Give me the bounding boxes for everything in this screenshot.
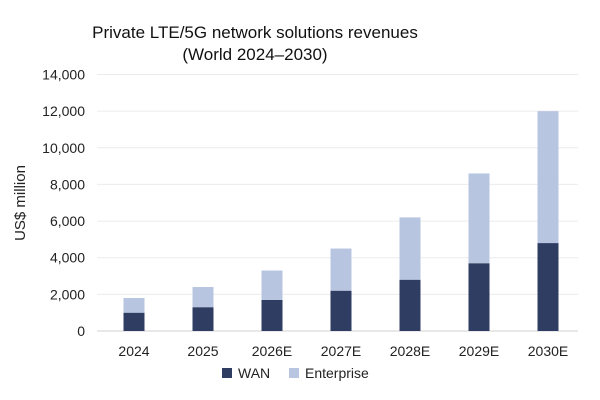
y-tick-label: 8,000 [50, 176, 85, 192]
legend-label-enterprise: Enterprise [305, 365, 369, 381]
x-tick-label: 2028E [390, 343, 430, 359]
bar-wan-2024 [123, 312, 145, 331]
y-axis-label: US$ million [12, 165, 29, 241]
bar-wan-2027E [330, 290, 352, 331]
bar-wan-2028E [399, 279, 421, 331]
chart-title-line-1: Private LTE/5G network solutions revenue… [92, 23, 418, 42]
chart-title-line-2: (World 2024–2030) [182, 45, 327, 64]
bar-wan-2025 [192, 307, 214, 331]
y-tick-label: 10,000 [42, 140, 85, 156]
x-tick-label: 2027E [321, 343, 361, 359]
bar-enterprise-2025 [192, 287, 214, 308]
y-tick-label: 4,000 [50, 250, 85, 266]
bar-enterprise-2024 [123, 298, 145, 313]
x-tick-label: 2026E [252, 343, 292, 359]
bar-enterprise-2027E [330, 248, 352, 291]
y-tick-label: 6,000 [50, 213, 85, 229]
x-tick-label: 2025 [187, 343, 218, 359]
y-tick-label: 12,000 [42, 103, 85, 119]
x-tick-label: 2029E [459, 343, 499, 359]
legend-swatch-enterprise [289, 368, 299, 378]
bar-wan-2030E [537, 243, 559, 331]
x-tick-label: 2030E [528, 343, 568, 359]
bar-enterprise-2029E [468, 173, 490, 264]
bar-enterprise-2028E [399, 217, 421, 280]
legend-swatch-wan [222, 368, 232, 378]
bar-wan-2029E [468, 263, 490, 331]
legend-label-wan: WAN [238, 365, 270, 381]
y-tick-label: 2,000 [50, 286, 85, 302]
bar-enterprise-2026E [261, 270, 283, 300]
y-tick-label: 14,000 [42, 67, 85, 83]
bar-wan-2026E [261, 299, 283, 331]
x-tick-label: 2024 [118, 343, 149, 359]
bar-enterprise-2030E [537, 111, 559, 244]
y-tick-label: 0 [77, 323, 85, 339]
